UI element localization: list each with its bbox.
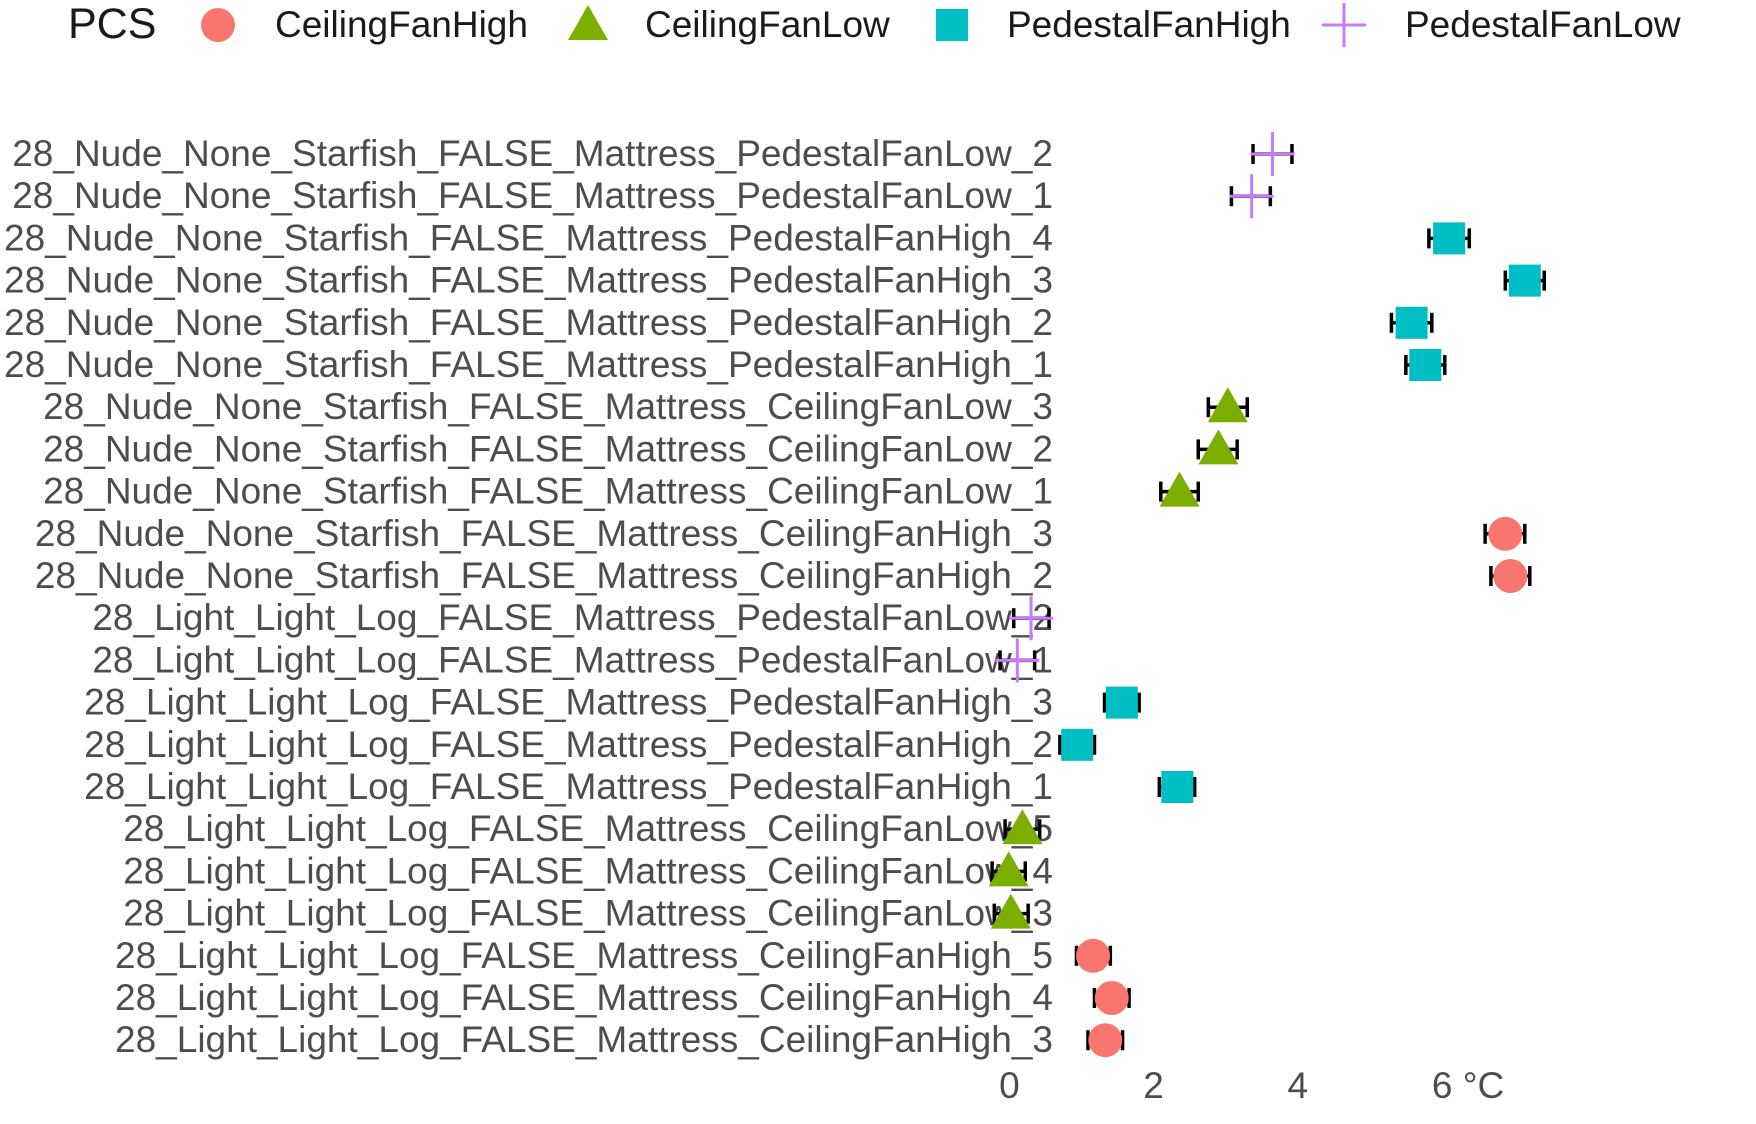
legend-item-PedestalFanLow: PedestalFanLow <box>1322 3 1681 47</box>
point-marker-PedestalFanLow <box>1009 596 1054 641</box>
legend-item-CeilingFanHigh: CeilingFanHigh <box>201 4 528 45</box>
point-marker-PedestalFanHigh <box>1433 222 1466 255</box>
category-label: 28_Light_Light_Log_FALSE_Mattress_Ceilin… <box>123 850 1053 891</box>
category-label: 28_Nude_None_Starfish_FALSE_Mattress_Ped… <box>4 302 1053 343</box>
x-tick-label: 0 <box>999 1065 1020 1106</box>
data-point <box>1196 429 1239 465</box>
category-label: 28_Light_Light_Log_FALSE_Mattress_Ceilin… <box>115 935 1053 976</box>
category-label: 28_Light_Light_Log_FALSE_Mattress_Ceilin… <box>123 893 1053 934</box>
point-marker-CeilingFanHigh <box>1088 1023 1123 1058</box>
category-label: 28_Nude_None_Starfish_FALSE_Mattress_Cei… <box>43 386 1053 427</box>
category-label: 28_Nude_None_Starfish_FALSE_Mattress_Ped… <box>4 260 1053 301</box>
data-point <box>1102 686 1141 719</box>
plot-marks <box>988 132 1546 1058</box>
data-point <box>1092 981 1131 1015</box>
category-label: 28_Nude_None_Starfish_FALSE_Mattress_Cei… <box>35 555 1053 596</box>
legend-marker-PedestalFanHigh <box>936 9 968 41</box>
point-marker-CeilingFanLow <box>990 893 1031 929</box>
data-point <box>1483 516 1527 551</box>
category-label: 28_Nude_None_Starfish_FALSE_Mattress_Cei… <box>35 513 1053 554</box>
point-marker-PedestalFanLow <box>1229 174 1274 219</box>
point-marker-PedestalFanHigh <box>1061 728 1094 761</box>
data-point <box>1074 938 1113 973</box>
category-label: 28_Nude_None_Starfish_FALSE_Mattress_Ped… <box>4 217 1053 258</box>
data-point <box>1389 306 1434 339</box>
x-tick-label: 6 °C <box>1432 1065 1504 1106</box>
point-marker-PedestalFanHigh <box>1395 306 1428 339</box>
category-label: 28_Light_Light_Log_FALSE_Mattress_Ceilin… <box>115 1019 1053 1060</box>
data-point <box>988 851 1029 887</box>
category-labels: 28_Nude_None_Starfish_FALSE_Mattress_Ped… <box>4 133 1053 1060</box>
point-marker-PedestalFanHigh <box>1409 349 1442 381</box>
data-point <box>1229 174 1274 219</box>
legend-label: PedestalFanLow <box>1405 4 1681 45</box>
category-label: 28_Light_Light_Log_FALSE_Mattress_Ceilin… <box>123 808 1053 849</box>
category-label: 28_Light_Light_Log_FALSE_Mattress_Pedest… <box>92 597 1053 638</box>
legend-item-PedestalFanHigh: PedestalFanHigh <box>936 4 1291 45</box>
point-marker-PedestalFanHigh <box>1508 264 1541 297</box>
category-label: 28_Nude_None_Starfish_FALSE_Mattress_Ped… <box>12 133 1053 174</box>
legend-marker-CeilingFanLow <box>568 5 608 40</box>
category-label: 28_Light_Light_Log_FALSE_Mattress_Pedest… <box>84 682 1053 723</box>
point-marker-PedestalFanLow <box>995 638 1040 683</box>
legend-title: PCS <box>68 0 156 48</box>
point-marker-CeilingFanLow <box>1198 429 1239 465</box>
legend-marker-CeilingFanHigh <box>201 8 235 42</box>
point-marker-CeilingFanHigh <box>1493 559 1528 593</box>
data-point <box>995 638 1040 683</box>
data-point <box>1002 809 1043 845</box>
category-label: 28_Nude_None_Starfish_FALSE_Mattress_Cei… <box>43 428 1053 469</box>
point-marker-CeilingFanHigh <box>1094 981 1129 1015</box>
legend-item-CeilingFanLow: CeilingFanLow <box>568 4 890 45</box>
data-point <box>1159 471 1201 507</box>
x-axis: 0 2 4 6 °C <box>999 1065 1504 1106</box>
data-point <box>1157 771 1197 803</box>
x-tick-label: 4 <box>1287 1065 1308 1106</box>
point-marker-PedestalFanHigh <box>1161 771 1194 803</box>
category-label: 28_Nude_None_Starfish_FALSE_Mattress_Ped… <box>4 344 1053 385</box>
data-point <box>1058 728 1097 761</box>
point-marker-CeilingFanLow <box>1207 387 1248 423</box>
legend: PCS CeilingFanHigh CeilingFanLow PedestalFa… <box>68 0 1681 48</box>
legend-marker-PedestalFanLow <box>1322 3 1366 47</box>
data-point <box>1489 559 1532 593</box>
category-label: 28_Light_Light_Log_FALSE_Mattress_Pedest… <box>92 639 1053 680</box>
data-point <box>1086 1023 1125 1058</box>
category-label: 28_Light_Light_Log_FALSE_Mattress_Pedest… <box>84 766 1053 807</box>
legend-label: PedestalFanHigh <box>1007 4 1291 45</box>
data-point <box>1427 222 1472 255</box>
point-marker-PedestalFanHigh <box>1105 686 1138 719</box>
point-marker-CeilingFanHigh <box>1076 938 1111 973</box>
category-label: 28_Nude_None_Starfish_FALSE_Mattress_Ped… <box>12 175 1053 216</box>
point-marker-CeilingFanLow <box>988 851 1029 887</box>
point-marker-CeilingFanLow <box>1159 471 1200 507</box>
data-point <box>1503 264 1546 297</box>
data-point <box>1250 132 1295 176</box>
category-label: 28_Light_Light_Log_FALSE_Mattress_Pedest… <box>84 724 1053 765</box>
category-label: 28_Nude_None_Starfish_FALSE_Mattress_Cei… <box>43 471 1053 512</box>
point-marker-CeilingFanLow <box>1002 809 1043 845</box>
data-point <box>990 893 1031 929</box>
x-tick-label: 2 <box>1143 1065 1164 1106</box>
legend-label: CeilingFanHigh <box>275 4 528 45</box>
point-marker-CeilingFanHigh <box>1488 516 1523 551</box>
category-label: 28_Light_Light_Log_FALSE_Mattress_Ceilin… <box>115 977 1053 1018</box>
data-point <box>1206 387 1250 423</box>
legend-label: CeilingFanLow <box>645 4 890 45</box>
point-marker-PedestalFanLow <box>1250 132 1295 176</box>
data-point <box>1404 349 1447 381</box>
data-point <box>1009 596 1054 641</box>
